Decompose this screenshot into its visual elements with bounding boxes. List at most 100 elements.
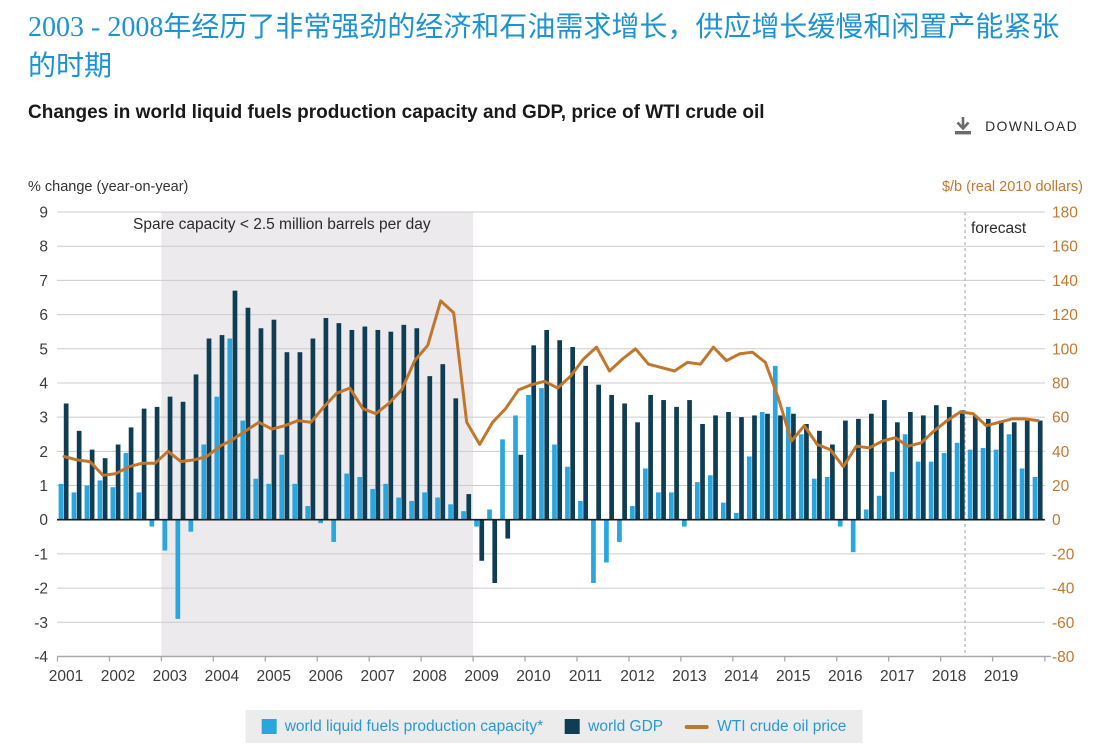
bar-capacity — [448, 504, 453, 520]
bar-gdp — [998, 420, 1004, 520]
x-axis-label: 2012 — [620, 668, 654, 685]
bar-capacity — [928, 461, 934, 520]
bar-gdp — [557, 340, 563, 520]
bar-capacity — [344, 473, 350, 520]
bar-capacity — [993, 449, 999, 520]
legend-item-label: WTI crude oil price — [717, 717, 847, 735]
bar-capacity — [149, 519, 155, 527]
bar-capacity — [902, 434, 908, 520]
x-axis-label: 2009 — [464, 668, 498, 685]
bar-capacity — [84, 485, 90, 520]
bar-capacity — [1032, 476, 1038, 520]
right-axis-tick-label: 100 — [1052, 341, 1078, 358]
legend-item-capacity[interactable]: world liquid fuels production capacity* — [261, 717, 544, 736]
bar-capacity — [552, 444, 557, 520]
left-axis-tick-label: 7 — [39, 273, 48, 290]
bar-gdp — [115, 444, 121, 520]
bar-capacity — [175, 519, 181, 619]
x-axis-label: 2019 — [984, 668, 1018, 685]
bar-capacity — [863, 509, 869, 520]
bar-gdp — [726, 412, 731, 520]
bar-capacity — [71, 492, 77, 520]
legend-item-gdp[interactable]: world GDP — [565, 718, 663, 736]
bar-capacity — [513, 415, 518, 520]
left-axis-tick-label: 1 — [39, 478, 48, 495]
legend-item-wti[interactable]: WTI crude oil price — [685, 718, 846, 736]
bar-capacity — [824, 476, 830, 520]
bar-capacity — [980, 447, 986, 520]
left-axis-tick-label: -1 — [34, 546, 48, 563]
x-axis-label: 2004 — [205, 668, 240, 685]
bar-gdp — [440, 364, 446, 520]
download-label: DOWNLOAD — [985, 118, 1078, 134]
bar-capacity — [682, 519, 687, 527]
right-axis-tick-label: -40 — [1052, 581, 1075, 598]
bar-gdp — [453, 398, 459, 520]
bar-gdp — [778, 415, 783, 520]
bar-gdp — [920, 415, 926, 520]
x-axis-label: 2008 — [412, 668, 446, 685]
bar-capacity — [162, 519, 168, 551]
bar-capacity — [422, 492, 427, 520]
bar-gdp — [713, 415, 718, 520]
bar-capacity — [772, 365, 778, 520]
bar-capacity — [500, 439, 505, 520]
bar-gdp — [700, 423, 705, 520]
bar-capacity — [876, 495, 882, 520]
bar-gdp — [427, 376, 433, 520]
chart-plot-area: Spare capacity < 2.5 million barrels per… — [34, 205, 1078, 686]
bar-capacity-series — [58, 338, 1038, 619]
bar-gdp — [492, 519, 498, 583]
bar-capacity — [474, 519, 479, 527]
bar-gdp — [972, 415, 978, 520]
bar-gdp — [959, 410, 965, 520]
bar-gdp — [739, 417, 744, 520]
legend-line-swatch — [685, 724, 710, 729]
bar-capacity — [850, 519, 856, 553]
bar-capacity — [305, 506, 311, 520]
bar-gdp — [76, 430, 82, 520]
left-axis-tick-label: 9 — [39, 205, 48, 222]
right-axis-tick-label: 180 — [1052, 205, 1078, 222]
spare-capacity-shaded-region — [161, 212, 474, 657]
bar-capacity — [58, 483, 64, 520]
left-axis-tick-label: -3 — [34, 615, 48, 632]
x-axis-label: 2015 — [776, 668, 810, 685]
left-axis-title: % change (year-on-year) — [28, 179, 189, 195]
bar-gdp — [479, 519, 485, 561]
x-axis-label: 2017 — [880, 668, 914, 685]
bar-capacity — [617, 519, 622, 542]
right-axis-tick-label: 160 — [1052, 239, 1078, 256]
bar-capacity — [720, 502, 726, 520]
bar-capacity — [240, 420, 246, 520]
bar-gdp — [271, 319, 277, 520]
download-button[interactable]: DOWNLOAD — [949, 110, 1080, 142]
bar-gdp — [895, 422, 900, 520]
bar-capacity — [292, 483, 298, 520]
bar-gdp — [206, 338, 212, 520]
x-axis-label: 2013 — [672, 668, 706, 685]
x-axis-label: 2011 — [569, 668, 602, 685]
bar-gdp — [336, 323, 342, 520]
bar-capacity — [253, 478, 259, 520]
bar-gdp — [544, 329, 550, 520]
bar-capacity — [915, 461, 921, 520]
bar-gdp — [232, 290, 238, 520]
bar-capacity — [1019, 468, 1025, 520]
bar-gdp — [193, 374, 199, 520]
bar-capacity — [1006, 434, 1012, 520]
bar-capacity — [746, 456, 752, 520]
bar-capacity — [188, 519, 194, 532]
x-axis-label: 2016 — [828, 668, 862, 685]
bar-gdp — [128, 427, 134, 520]
bar-capacity — [214, 396, 220, 520]
bar-gdp — [635, 422, 640, 520]
bar-gdp — [933, 405, 939, 520]
bar-capacity — [110, 487, 116, 520]
x-axis-label: 2005 — [257, 668, 291, 685]
right-axis-tick-label: 120 — [1052, 307, 1078, 324]
legend-item-label: world liquid fuels production capacity* — [284, 717, 544, 735]
bar-gdp — [466, 494, 472, 520]
bar-capacity — [785, 406, 791, 520]
